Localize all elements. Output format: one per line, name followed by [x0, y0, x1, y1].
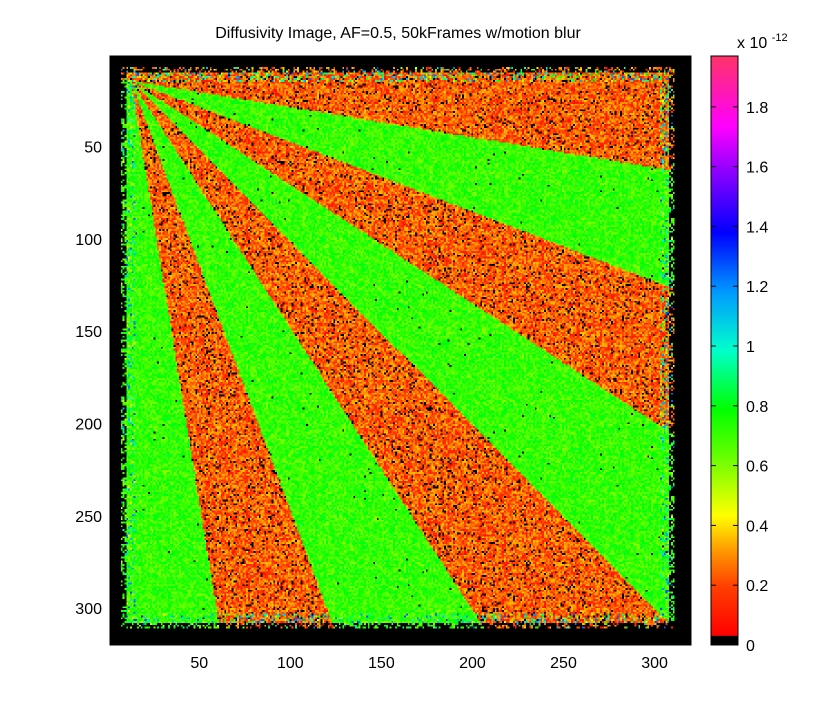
y-tick-label: 250: [75, 509, 102, 526]
x-axis: 50 100 150 200 250 300: [190, 56, 668, 672]
y-tick-label: 100: [75, 232, 102, 249]
y-axis: 50 100 150 200 250 300: [75, 139, 691, 618]
colorbar-tick-label: 0.8: [746, 399, 768, 416]
x-tick-label: 250: [550, 655, 577, 672]
colorbar-tick-label: 0.4: [746, 518, 768, 535]
heatmap-image: [110, 56, 691, 645]
x-tick-label: 100: [277, 655, 304, 672]
y-tick-label: 150: [75, 324, 102, 341]
colorbar-tick-label: 1.4: [746, 219, 768, 236]
x-tick-label: 150: [368, 655, 395, 672]
colorbar: [710, 55, 739, 646]
y-tick-label: 300: [75, 601, 102, 618]
x-tick-label: 300: [641, 655, 668, 672]
colorbar-axis: 0 0.2 0.4 0.6 0.8 1 1.2 1.4 1.6 1.8: [711, 100, 768, 655]
heatmap-pixels: [110, 56, 691, 645]
colorbar-tick-label: 0.2: [746, 578, 768, 595]
x-tick-label: 200: [459, 655, 486, 672]
colorbar-tick-label: 1.8: [746, 100, 768, 117]
y-tick-label: 200: [75, 416, 102, 433]
colorbar-exponent-power: -12: [772, 32, 788, 44]
plot-frame: [109, 55, 692, 646]
colorbar-exponent-label: x 10 -12: [737, 32, 788, 52]
x-tick-label: 50: [190, 655, 208, 672]
colorbar-tick-label: 1.6: [746, 160, 768, 177]
y-tick-label: 50: [84, 139, 102, 156]
chart-title: Diffusivity Image, AF=0.5, 50kFrames w/m…: [215, 25, 581, 42]
colorbar-tick-label: 1: [746, 339, 755, 356]
colorbar-tick-label: 0.6: [746, 459, 768, 476]
colorbar-exponent-base: x 10: [737, 35, 767, 52]
colorbar-tick-label: 0: [746, 638, 755, 655]
colorbar-tick-label: 1.2: [746, 279, 768, 296]
